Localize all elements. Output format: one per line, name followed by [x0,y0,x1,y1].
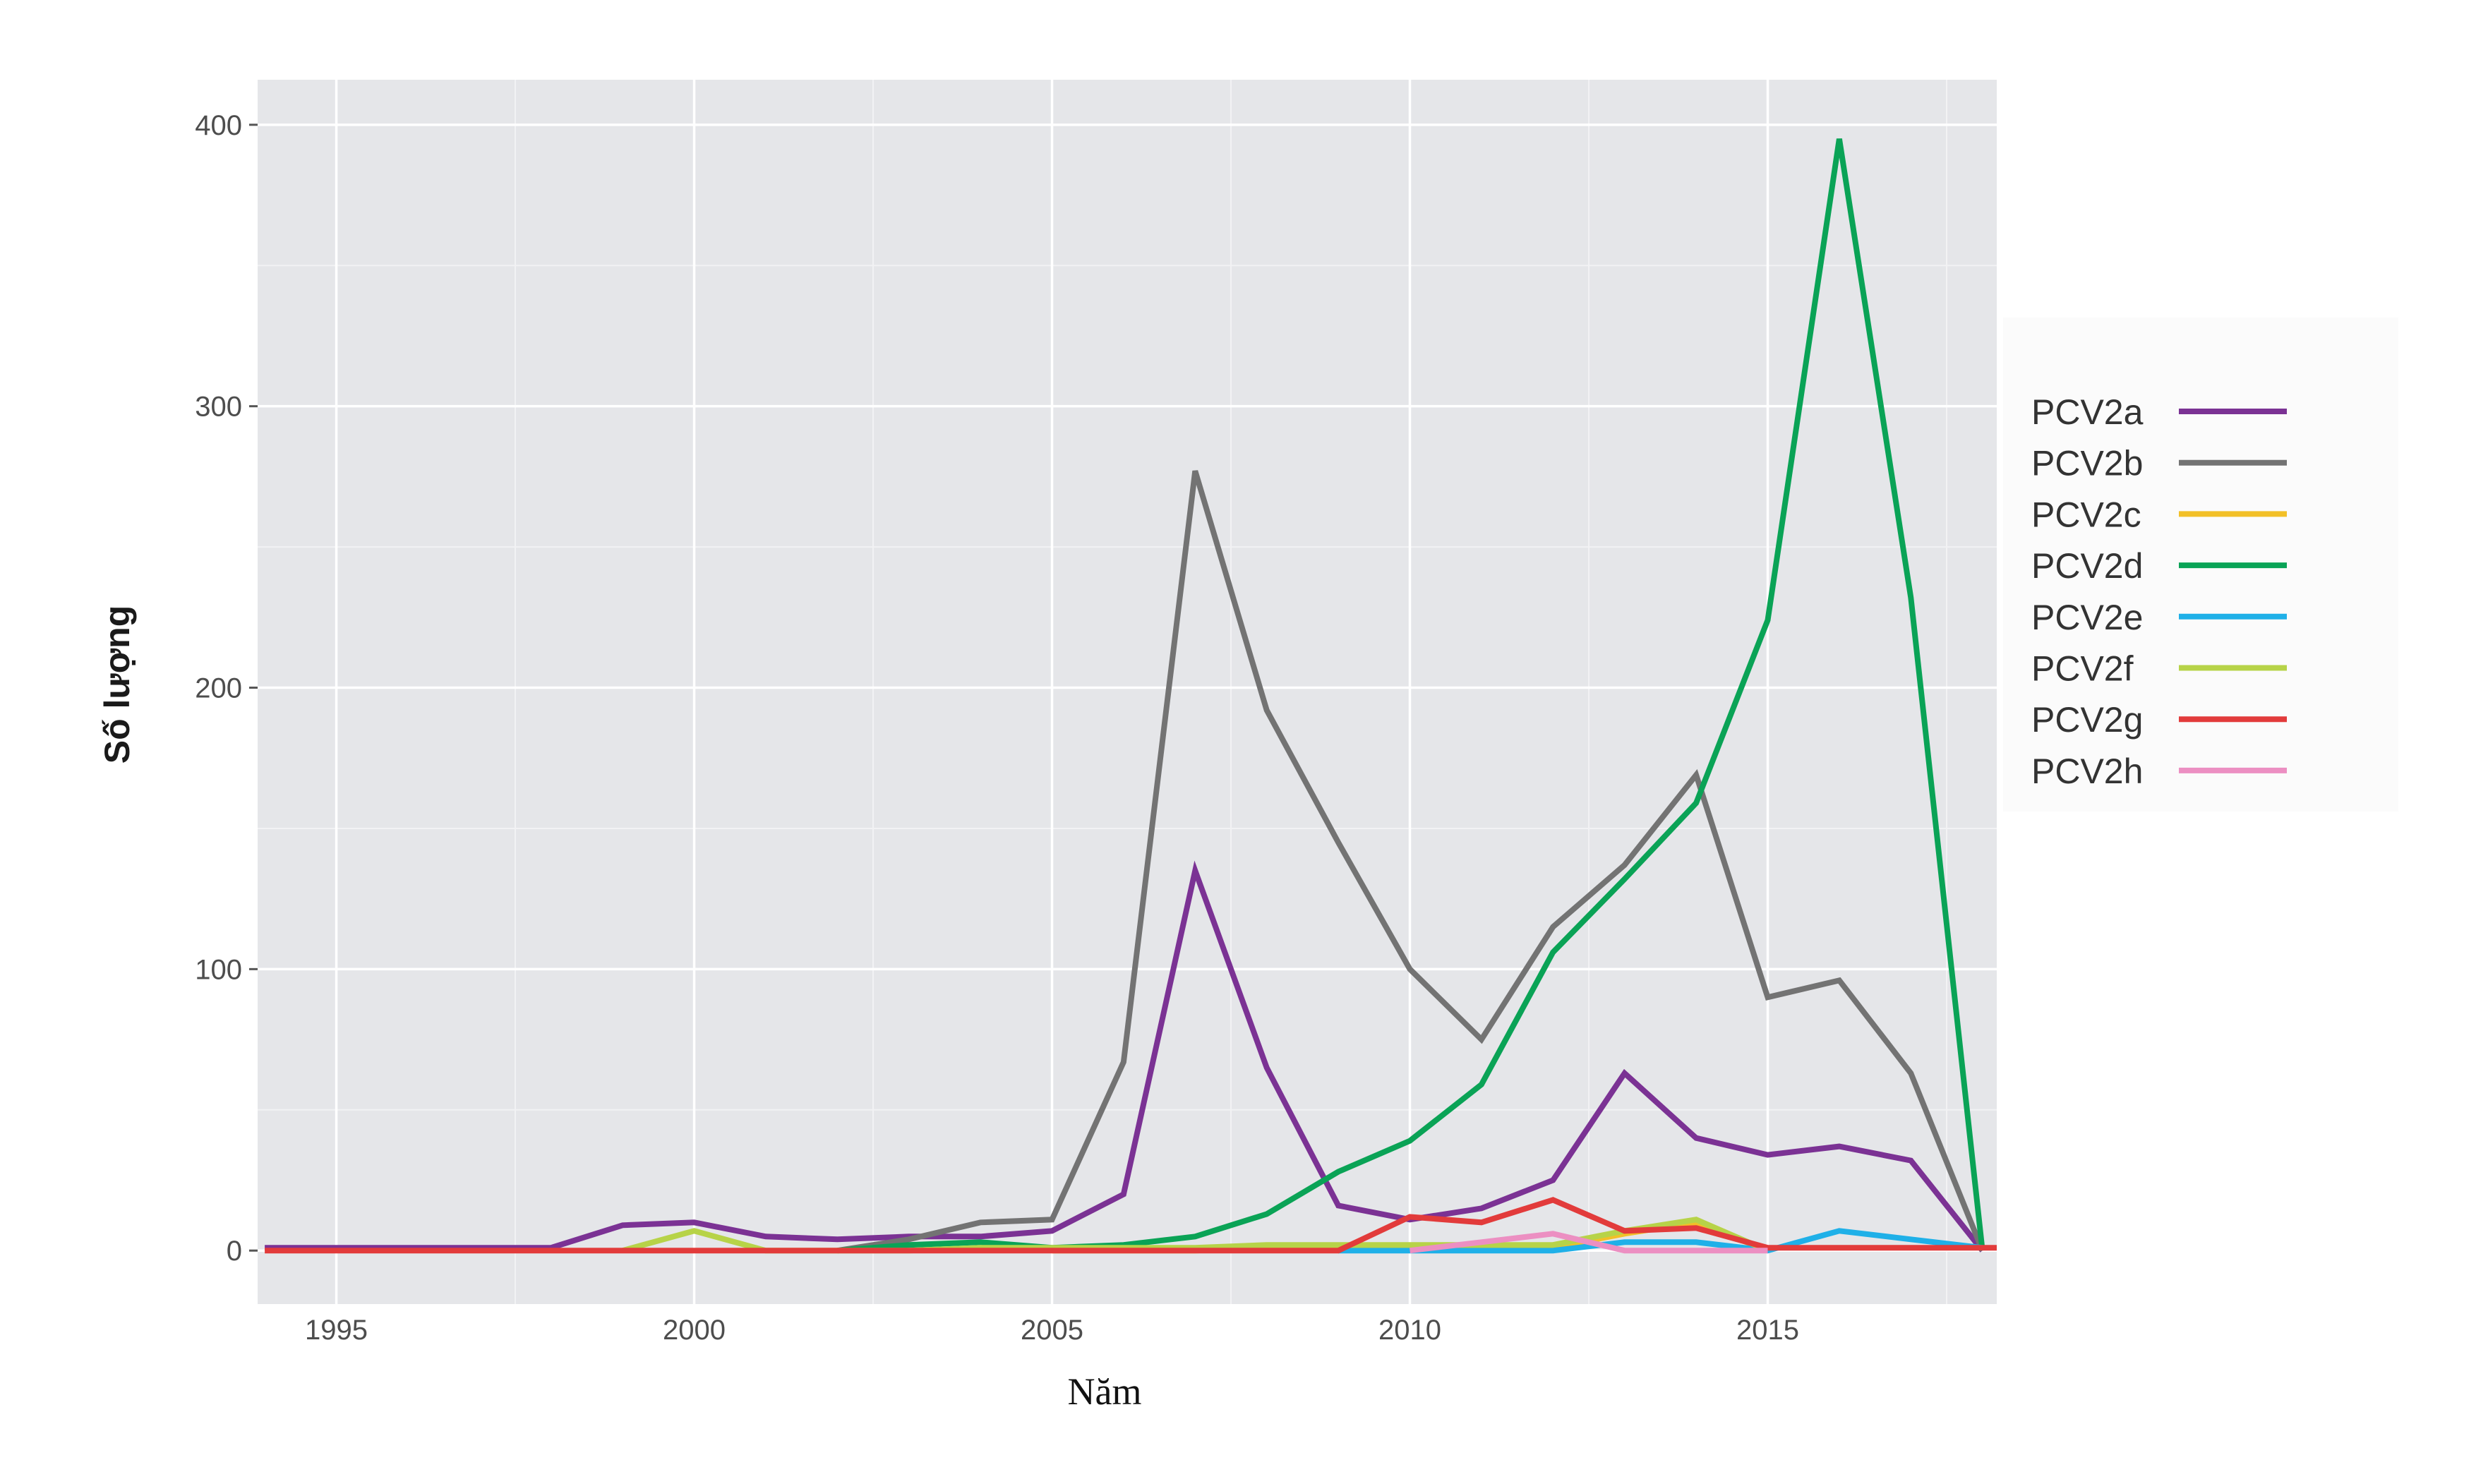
legend-label-pcv2h: PCV2h [2031,752,2143,791]
x-tick-label: 1995 [305,1315,368,1346]
y-tick-label: 0 [227,1236,242,1267]
legend-label-pcv2a: PCV2a [2031,392,2144,432]
x-axis-title: Năm [1068,1370,1142,1413]
x-tick-label: 2005 [1021,1315,1083,1346]
legend-label-pcv2e: PCV2e [2031,598,2143,637]
x-tick-label: 2015 [1736,1315,1799,1346]
y-tick-label: 300 [195,392,242,423]
axes: 0 100 200 300 400 1995 2000 2005 2010 2015 [195,110,1799,1346]
gridlines [258,80,1997,1304]
series-lines [265,138,1997,1254]
legend-label-pcv2f: PCV2f [2031,649,2134,689]
legend-label-pcv2b: PCV2b [2031,444,2143,483]
y-tick-label: 200 [195,673,242,704]
legend-label-pcv2g: PCV2g [2031,700,2143,740]
plot-panel [258,80,1997,1304]
series-line-pcv2b [836,470,1985,1254]
y-axis-title: Số lượng [97,605,137,764]
x-tick-label: 2010 [1378,1315,1441,1346]
y-tick-label: 400 [195,110,242,141]
series-line-pcv2g [265,1197,1997,1254]
x-tick-label: 2000 [663,1315,726,1346]
series-line-pcv2e [1338,1228,1983,1254]
legend: PCV2a PCV2b PCV2c PCV2d PCV2e PCV2f PCV2g PCV2h [2003,318,2398,812]
legend-label-pcv2c: PCV2c [2031,495,2141,534]
legend-label-pcv2d: PCV2d [2031,546,2143,586]
y-tick-label: 100 [195,954,242,985]
series-line-pcv2h [1410,1231,1768,1254]
